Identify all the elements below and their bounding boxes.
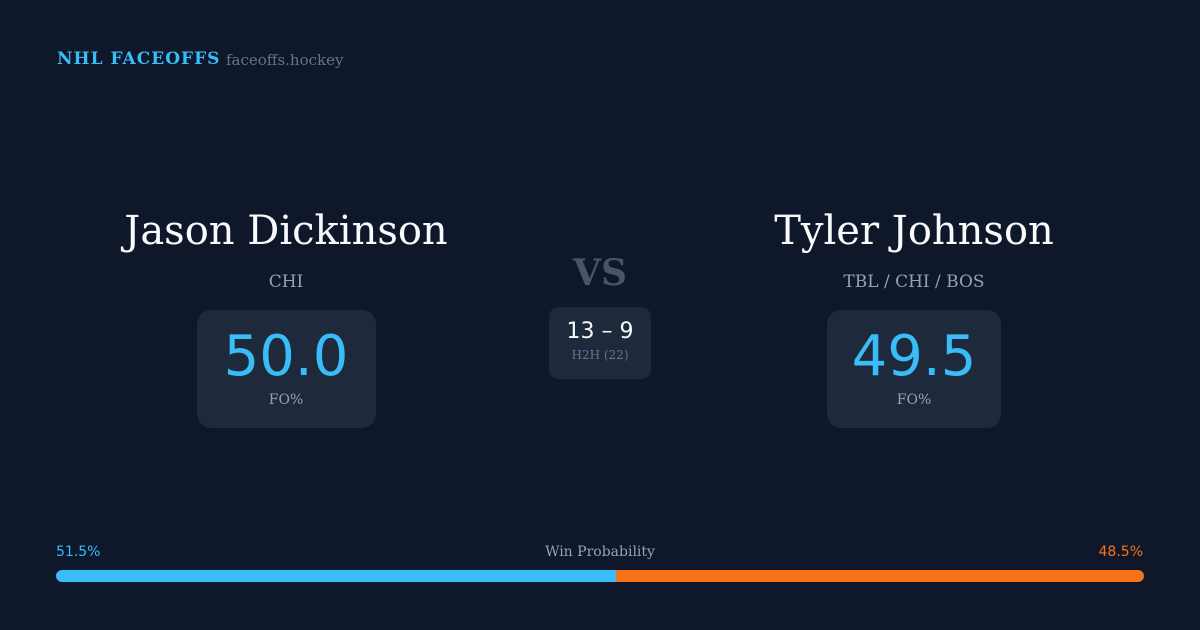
player1-team: CHI — [268, 272, 304, 292]
player2-panel: Tyler Johnson TBL / CHI / BOS 49.5 FO% — [684, 208, 1144, 428]
vs-label: VS — [573, 252, 627, 294]
player1-fo-pct: 50.0 — [223, 324, 349, 389]
site-url: faceoffs.hockey — [226, 51, 344, 69]
player2-fo-label: FO% — [896, 392, 932, 408]
h2h-label: H2H (22) — [571, 348, 629, 362]
p1-win-prob: 51.5% — [56, 544, 101, 560]
player1-fo-label: FO% — [268, 392, 304, 408]
win-prob-label: Win Probability — [545, 544, 655, 560]
p1-bar-segment — [56, 570, 617, 582]
h2h-box: 13 – 9 H2H (22) — [549, 307, 651, 379]
player2-name: Tyler Johnson — [774, 208, 1054, 254]
brand-title: NHL FACEOFFS — [57, 49, 221, 69]
player1-panel: Jason Dickinson CHI 50.0 FO% — [56, 208, 516, 428]
player1-name: Jason Dickinson — [124, 208, 448, 254]
h2h-record: 13 – 9 — [566, 319, 634, 344]
player2-team: TBL / CHI / BOS — [843, 272, 985, 292]
player2-fo-box: 49.5 FO% — [827, 310, 1001, 428]
p2-win-prob: 48.5% — [1098, 544, 1143, 560]
p2-bar-segment — [616, 570, 1144, 582]
player2-fo-pct: 49.5 — [851, 324, 977, 389]
win-prob-bar — [56, 570, 1144, 582]
player1-fo-box: 50.0 FO% — [196, 310, 376, 428]
